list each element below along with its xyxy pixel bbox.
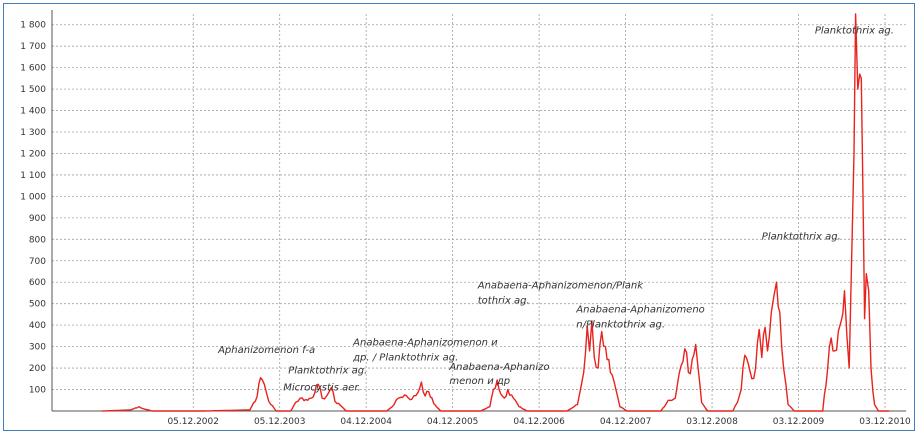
y-tick-label: 1 500 (20, 85, 46, 95)
x-tick-label: 04.12.2004 (340, 417, 392, 427)
y-tick-label: 600 (29, 278, 46, 288)
y-tick-label: 300 (29, 343, 46, 353)
y-tick-label: 1 700 (20, 42, 46, 52)
x-tick-label: 04.12.2005 (427, 417, 479, 427)
y-tick-label: 1 600 (20, 64, 46, 74)
annotation-label: Planktothrix ag. (288, 365, 367, 376)
annotation-label: Anabaena-Aphanizo (448, 362, 549, 373)
annotation-label: n/Planktothrix ag. (576, 319, 665, 330)
y-tick-label: 700 (29, 257, 46, 267)
y-tick-label: 1 800 (20, 21, 46, 31)
x-tick-label: 03.12.2010 (859, 417, 911, 427)
y-tick-label: 900 (29, 214, 46, 224)
y-tick-label: 1 100 (20, 171, 46, 181)
y-tick-label: 1 000 (20, 192, 46, 202)
x-tick-label: 04.12.2007 (600, 417, 652, 427)
annotation-label: Anabaena-Aphanizomenon и (352, 338, 498, 349)
annotations: Aphanizomenon f-a Planktothrix ag. Microcy… (217, 25, 894, 393)
y-tick-label: 800 (29, 235, 46, 245)
chart-frame (3, 3, 915, 431)
x-tick-label: 05.12.2003 (254, 417, 306, 427)
axes (51, 10, 906, 412)
y-tick-label: 400 (29, 321, 46, 331)
series-group (101, 13, 889, 412)
annotation-label: Anabaena-Aphanizomenon/Plank (477, 281, 644, 292)
y-axis-tick-labels: 100 200 300 400 500 600 700 800 900 1 000 1 100 1 2… (20, 21, 46, 396)
y-tick-label: 500 (29, 300, 46, 310)
y-tick-label: 1 300 (20, 128, 46, 138)
y-tick-label: 1 200 (20, 149, 46, 159)
y-tick-label: 200 (29, 364, 46, 374)
x-axis-tick-labels: 05.12.2002 05.12.2003 04.12.2004 04.12.2005… (167, 417, 911, 427)
annotation-label: Anabaena-Aphanizomeno (575, 304, 705, 315)
y-tick-label: 100 (29, 386, 46, 396)
series-line-0 (101, 13, 889, 412)
annotation-label: др. / Planktothrix ag. (352, 353, 458, 364)
x-tick-label: 03.12.2008 (686, 417, 738, 427)
grid-lines (52, 14, 906, 411)
annotation-label: Planktothrix ag. (762, 231, 841, 242)
annotation-label: Microcystis aer. (283, 383, 361, 394)
annotation-label: tothrix ag. (478, 296, 530, 307)
x-tick-label: 03.12.2009 (773, 417, 825, 427)
x-tick-label: 04.12.2006 (513, 417, 565, 427)
annotation-label: Planktothrix ag. (815, 25, 894, 36)
annotation-label: menon и др (449, 376, 510, 387)
y-tick-label: 1 400 (20, 107, 46, 117)
x-tick-label: 05.12.2002 (167, 417, 219, 427)
annotation-label: Aphanizomenon f-a (217, 345, 315, 356)
